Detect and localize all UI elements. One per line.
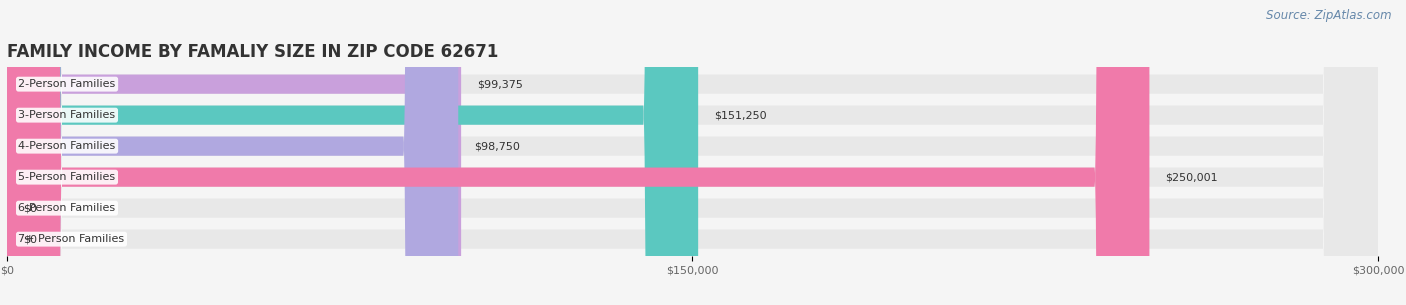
Text: $0: $0: [22, 234, 37, 244]
FancyBboxPatch shape: [7, 0, 1378, 305]
Text: $250,001: $250,001: [1166, 172, 1218, 182]
Text: 4-Person Families: 4-Person Families: [18, 141, 115, 151]
Text: $0: $0: [22, 203, 37, 213]
FancyBboxPatch shape: [7, 0, 458, 305]
FancyBboxPatch shape: [7, 0, 699, 305]
FancyBboxPatch shape: [7, 0, 1378, 305]
Text: 7+ Person Families: 7+ Person Families: [18, 234, 125, 244]
FancyBboxPatch shape: [7, 0, 1378, 305]
Text: 2-Person Families: 2-Person Families: [18, 79, 115, 89]
FancyBboxPatch shape: [7, 0, 1378, 305]
FancyBboxPatch shape: [7, 0, 1378, 305]
FancyBboxPatch shape: [7, 0, 1378, 305]
FancyBboxPatch shape: [7, 0, 461, 305]
FancyBboxPatch shape: [7, 0, 1150, 305]
Text: 6-Person Families: 6-Person Families: [18, 203, 115, 213]
Text: Source: ZipAtlas.com: Source: ZipAtlas.com: [1267, 9, 1392, 22]
Text: FAMILY INCOME BY FAMALIY SIZE IN ZIP CODE 62671: FAMILY INCOME BY FAMALIY SIZE IN ZIP COD…: [7, 42, 498, 60]
Text: 3-Person Families: 3-Person Families: [18, 110, 115, 120]
Text: $99,375: $99,375: [477, 79, 523, 89]
Text: 5-Person Families: 5-Person Families: [18, 172, 115, 182]
Text: $98,750: $98,750: [474, 141, 520, 151]
Text: $151,250: $151,250: [714, 110, 766, 120]
